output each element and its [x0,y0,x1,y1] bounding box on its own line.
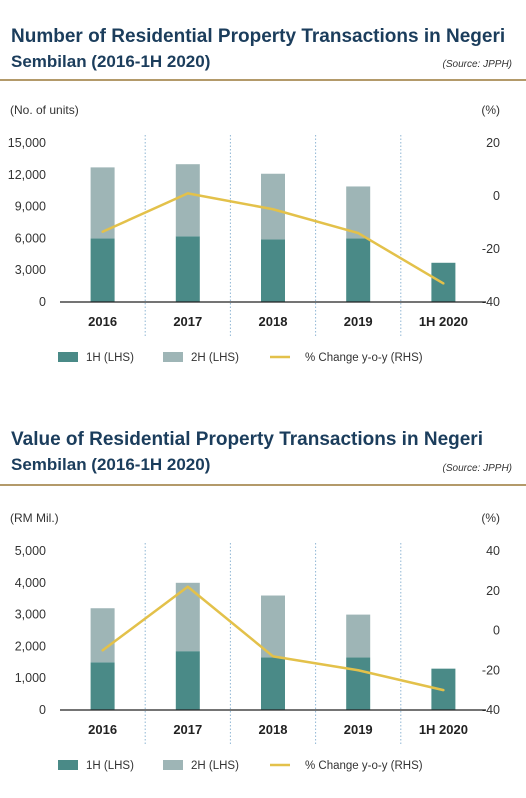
x-tick-label: 1H 2020 [419,314,468,329]
y-tick-left-label: 3,000 [15,608,46,622]
bar-1h [261,657,285,710]
line-point [357,231,360,235]
y-tick-right-label: -40 [482,703,500,717]
y-axis-right-label: (%) [481,103,500,117]
y-tick-left-label: 3,000 [15,263,46,277]
title-rule [0,484,526,486]
legend-label-yoy: % Change y-o-y (RHS) [305,760,423,772]
y-axis-left-label: (RM Mil.) [10,511,59,525]
bar-1h [90,662,115,710]
line-point [101,230,104,233]
bar-2h [175,164,200,237]
chart-title-line1: Number of Residential Property Transacti… [11,26,506,47]
y-tick-left-label: 6,000 [15,231,46,245]
y-tick-right-label: 20 [486,584,500,598]
y-tick-right-label: -20 [482,663,500,677]
x-tick-label: 2019 [344,722,373,737]
bar-1h [175,651,200,710]
chart-title: Number of Residential Property Transacti… [11,24,505,74]
chart-source: (Source: JPPH) [442,59,512,70]
x-tick-label: 2019 [344,314,373,329]
bar-1h [261,239,285,302]
bar-2h [346,614,371,658]
chart-panel-1: Number of Residential Property Transacti… [0,0,526,395]
y-tick-right-label: 0 [493,624,500,638]
legend-swatch-2h [163,760,183,770]
chart-title: Value of Residential Property Transactio… [11,427,483,477]
chart-title-line1: Value of Residential Property Transactio… [11,429,483,450]
legend-label-1h: 1H (LHS) [86,760,134,772]
chart-svg: (RM Mil.) (%) 5,000 4,000 3,000 2,000 1,000 0 40… [10,511,500,772]
chart-source: (Source: JPPH) [442,463,512,474]
y-tick-right-label: -40 [482,295,500,309]
line-point [186,585,189,588]
bar-1h [346,657,371,710]
chart-svg: (No. of units) (%) 15,000 12,000 9,000 6,000 3… [8,103,500,364]
y-tick-right-label: 0 [493,189,500,203]
x-tick-label: 2018 [259,314,288,329]
legend-label-yoy: % Change y-o-y (RHS) [305,352,423,364]
title-rule [0,79,526,81]
line-point [442,688,445,692]
y-axis-right-label: (%) [481,511,500,525]
x-tick-label: 2016 [88,722,117,737]
y-tick-left-label: 4,000 [15,576,46,590]
y-axis-left-label: (No. of units) [10,103,79,117]
legend-swatch-2h [163,352,183,362]
legend-swatch-1h [58,352,78,362]
x-tick-label: 2016 [88,314,117,329]
bar-1h [90,238,115,302]
x-tick-label: 2017 [173,314,202,329]
y-tick-left-label: 2,000 [15,639,46,653]
y-tick-right-label: -20 [482,242,500,256]
x-tick-label: 1H 2020 [419,722,468,737]
line-point [271,655,275,658]
y-tick-left-label: 0 [39,703,46,717]
y-tick-left-label: 12,000 [8,168,46,182]
legend-swatch-1h [58,760,78,770]
line-point [271,208,275,211]
line-point [442,282,445,285]
bar-2h [261,595,285,658]
y-tick-right-label: 20 [486,136,500,150]
y-tick-left-label: 1,000 [15,671,46,685]
chart-panel-2: Value of Residential Property Transactio… [0,395,526,790]
bar-2h [90,608,115,663]
line-point [357,669,360,672]
chart-title-line2: Sembilan (2016-1H 2020) [11,455,211,474]
line-point [186,192,189,195]
legend-label-2h: 2H (LHS) [191,760,239,772]
bar-1h [346,238,371,302]
legend-label-1h: 1H (LHS) [86,352,134,364]
chart-title-line2: Sembilan (2016-1H 2020) [11,52,211,71]
y-tick-left-label: 15,000 [8,136,46,150]
x-tick-label: 2018 [259,722,288,737]
x-tick-label: 2017 [173,722,202,737]
y-tick-left-label: 0 [39,295,46,309]
bar-2h [90,167,115,239]
y-tick-left-label: 9,000 [15,200,46,214]
y-tick-right-label: 40 [486,544,500,558]
y-tick-left-label: 5,000 [15,544,46,558]
bar-1h [175,236,200,302]
legend-label-2h: 2H (LHS) [191,352,239,364]
line-point [101,649,104,652]
